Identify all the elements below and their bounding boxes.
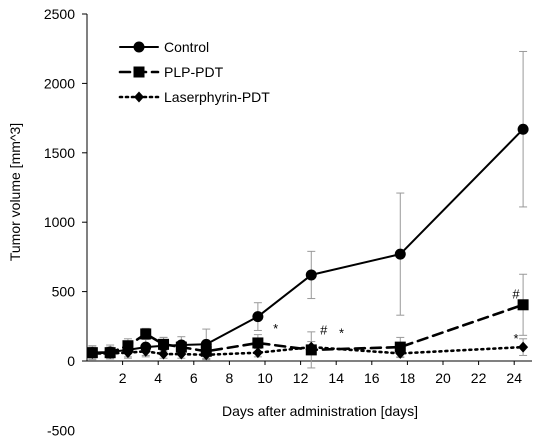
data-point xyxy=(140,328,152,340)
data-point xyxy=(305,269,317,281)
significance-annotation: # xyxy=(512,287,520,302)
data-point xyxy=(306,341,317,353)
significance-annotation: # xyxy=(320,323,328,338)
series-line-1 xyxy=(91,128,525,354)
data-point xyxy=(201,349,212,361)
y-tick-label: -500 xyxy=(47,422,75,438)
x-tick-label: 14 xyxy=(328,370,344,386)
x-tick-label: 12 xyxy=(293,370,309,386)
legend-label-3: Laserphyrin-PDT xyxy=(164,89,270,105)
series-lines xyxy=(91,128,525,357)
x-axis-title: Days after administration [days] xyxy=(222,403,418,419)
x-tick-label: 20 xyxy=(435,370,451,386)
annotations: * # * # * xyxy=(273,287,520,346)
x-tick-label: 24 xyxy=(506,370,522,386)
data-point xyxy=(394,341,406,353)
data-point xyxy=(105,347,116,359)
data-point xyxy=(176,348,187,360)
x-tick-label: 10 xyxy=(257,370,273,386)
data-point xyxy=(252,347,263,359)
data-point xyxy=(517,299,529,311)
data-point xyxy=(517,123,529,135)
data-point xyxy=(175,341,187,353)
data-point xyxy=(158,348,169,360)
axes xyxy=(82,13,532,365)
data-point xyxy=(394,248,406,260)
y-tick-label: 2000 xyxy=(44,75,75,91)
error-bars xyxy=(88,50,528,369)
data-point xyxy=(158,338,170,350)
data-point xyxy=(87,347,98,359)
x-tick-label: 22 xyxy=(471,370,487,386)
data-point xyxy=(122,340,134,352)
y-tick-label: 500 xyxy=(52,284,76,300)
legend-marker-3 xyxy=(134,91,144,103)
data-point xyxy=(140,345,151,357)
y-axis-title: Tumor volume [mm^3] xyxy=(7,123,23,261)
significance-annotation: * xyxy=(273,321,278,336)
legend-label-1: Control xyxy=(164,39,209,55)
data-point xyxy=(518,341,529,353)
significance-annotation: * xyxy=(339,325,344,340)
x-tick-label: 8 xyxy=(226,370,234,386)
x-tick-label: 16 xyxy=(364,370,380,386)
y-tick-label: 1000 xyxy=(44,214,75,230)
significance-annotation: * xyxy=(513,331,518,346)
x-tick-label: 4 xyxy=(154,370,162,386)
x-tick-label: 6 xyxy=(190,370,198,386)
data-point xyxy=(252,337,264,349)
x-tick-label: 2 xyxy=(119,370,127,386)
legend-label-2: PLP-PDT xyxy=(164,64,224,80)
y-tick-label: 2500 xyxy=(44,6,75,22)
legend-marker-2 xyxy=(133,66,145,78)
y-tick-label: 0 xyxy=(67,353,75,369)
data-point xyxy=(252,311,264,323)
data-point xyxy=(395,347,406,359)
legend: Control PLP-PDT Laserphyrin-PDT xyxy=(118,39,270,105)
data-point xyxy=(122,347,133,359)
legend-marker-1 xyxy=(133,41,145,53)
y-tick-label: 1500 xyxy=(44,145,75,161)
series-markers xyxy=(86,123,529,361)
x-tick-label: 18 xyxy=(400,370,416,386)
